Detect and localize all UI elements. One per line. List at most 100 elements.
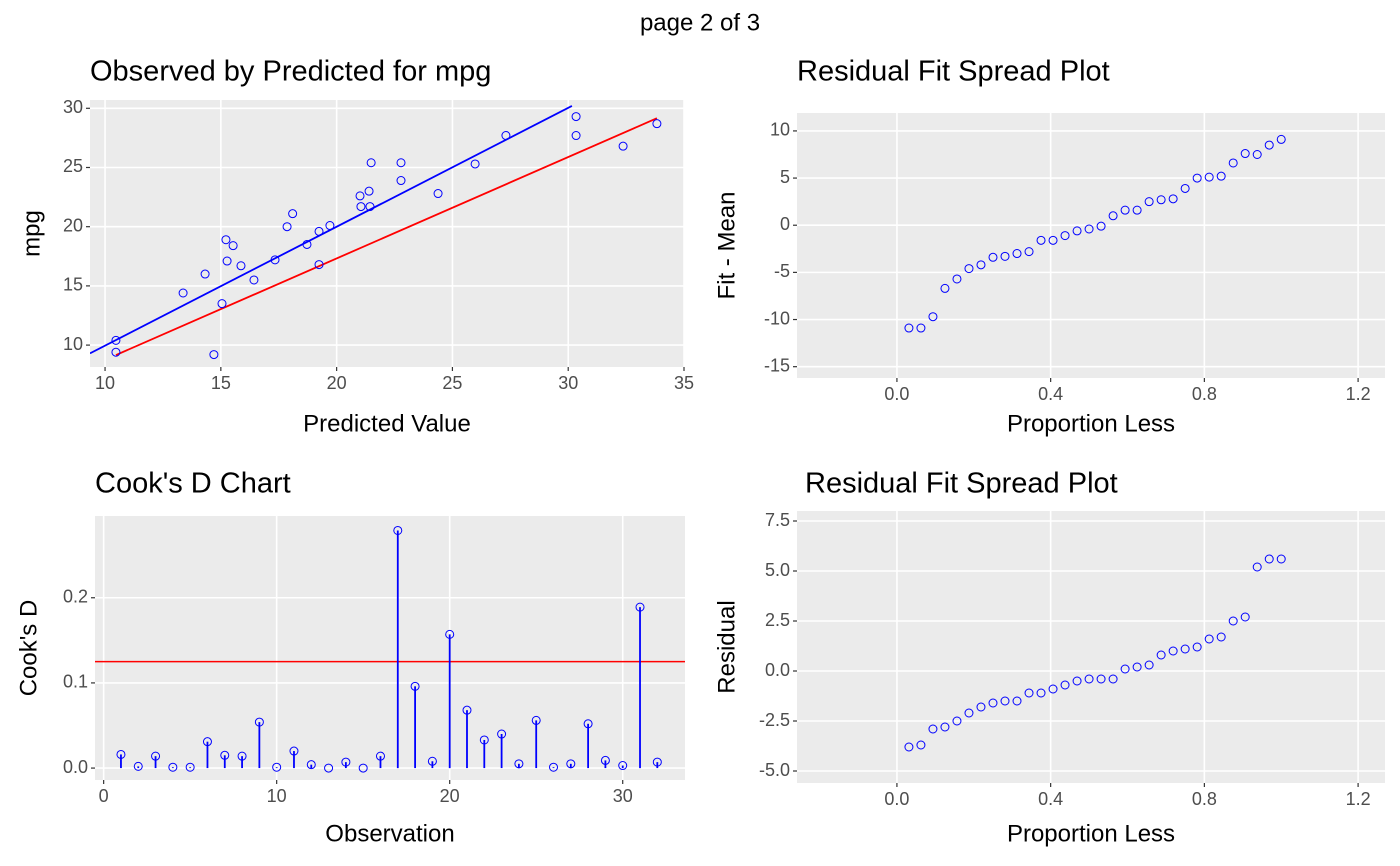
point xyxy=(1072,226,1082,236)
x-tick-label: 30 xyxy=(558,373,578,393)
point xyxy=(1108,211,1118,221)
chart-title: Cook's D Chart xyxy=(95,468,291,500)
point xyxy=(652,757,662,767)
y-axis-title: Fit - Mean xyxy=(713,191,740,299)
point xyxy=(1096,674,1106,684)
point xyxy=(133,761,143,771)
point xyxy=(358,763,368,773)
point xyxy=(364,186,374,196)
plot-marks xyxy=(904,554,1286,752)
x-tick-label: 0.4 xyxy=(1038,384,1063,404)
y-tick-label: 0.2 xyxy=(63,587,88,607)
point xyxy=(209,350,219,360)
point xyxy=(1060,680,1070,690)
point xyxy=(1012,249,1022,259)
point xyxy=(217,299,227,309)
point xyxy=(314,226,324,236)
point xyxy=(964,264,974,274)
point xyxy=(618,761,628,771)
point xyxy=(325,221,335,231)
point xyxy=(1156,650,1166,660)
point xyxy=(249,275,259,285)
point xyxy=(111,335,121,345)
y-tick-label: 5 xyxy=(780,167,790,187)
point xyxy=(282,222,292,232)
point xyxy=(220,750,230,760)
point xyxy=(314,260,324,270)
point xyxy=(1024,688,1034,698)
point xyxy=(928,724,938,734)
point xyxy=(1264,554,1274,564)
panel: 0.0 0.1 0.2 0 10 20 30 Cook's D Chart Observatio… xyxy=(15,468,685,847)
chart-title: Residual Fit Spread Plot xyxy=(805,468,1118,500)
x-tick-label: 0.0 xyxy=(884,789,909,809)
panel: 10 15 20 25 30 10 15 20 25 30 35 Observed by Predic… xyxy=(18,56,694,438)
point xyxy=(940,283,950,293)
point xyxy=(185,762,195,772)
point xyxy=(433,189,443,199)
x-tick-label: 0.8 xyxy=(1192,789,1217,809)
point xyxy=(928,312,938,322)
point xyxy=(1120,664,1130,674)
point xyxy=(1168,194,1178,204)
y-tick-label: 0.0 xyxy=(63,757,88,777)
x-tick-label: 20 xyxy=(440,786,460,806)
point xyxy=(1096,221,1106,231)
point xyxy=(571,131,581,141)
point xyxy=(1132,662,1142,672)
plot-marks xyxy=(904,134,1286,333)
point xyxy=(652,119,662,129)
plot-marks xyxy=(90,105,662,360)
point xyxy=(1036,688,1046,698)
y-tick-label: -5 xyxy=(774,261,790,281)
x-tick-label: 35 xyxy=(674,373,694,393)
x-tick-label: 25 xyxy=(442,373,462,393)
point xyxy=(1012,696,1022,706)
point xyxy=(1204,172,1214,182)
point xyxy=(1048,235,1058,245)
y-tick-label: 5.0 xyxy=(765,560,790,580)
x-tick-label: 20 xyxy=(327,373,347,393)
point xyxy=(531,715,541,725)
point xyxy=(904,742,914,752)
point xyxy=(1156,195,1166,205)
point xyxy=(1240,612,1250,622)
point xyxy=(1216,171,1226,181)
y-tick-label: -5.0 xyxy=(759,760,790,780)
point xyxy=(288,209,298,219)
point xyxy=(341,757,351,767)
y-tick-label: -15 xyxy=(764,355,790,375)
x-tick-label: 0.0 xyxy=(884,384,909,404)
point xyxy=(375,751,385,761)
point xyxy=(1240,149,1250,159)
point xyxy=(1180,183,1190,193)
point xyxy=(1228,616,1238,626)
point xyxy=(1084,224,1094,234)
point xyxy=(1048,684,1058,694)
x-tick-label: 0.8 xyxy=(1192,384,1217,404)
y-tick-label: 10 xyxy=(63,334,83,354)
point xyxy=(479,735,489,745)
point xyxy=(1036,235,1046,245)
point xyxy=(355,191,365,201)
y-tick-label: 10 xyxy=(770,120,790,140)
y-tick-label: 0.1 xyxy=(63,672,88,692)
point xyxy=(566,759,576,769)
point xyxy=(952,274,962,284)
point xyxy=(988,698,998,708)
y-tick-label: 25 xyxy=(63,156,83,176)
point xyxy=(1204,634,1214,644)
chart-title: Observed by Predicted for mpg xyxy=(90,56,491,88)
point xyxy=(1192,173,1202,183)
point xyxy=(228,241,238,251)
point xyxy=(964,708,974,718)
point xyxy=(396,176,406,186)
point xyxy=(1000,696,1010,706)
point xyxy=(324,763,334,773)
plot-background xyxy=(797,113,1385,378)
y-tick-label: 20 xyxy=(63,215,83,235)
point xyxy=(236,261,246,271)
point xyxy=(289,746,299,756)
point xyxy=(940,722,950,732)
